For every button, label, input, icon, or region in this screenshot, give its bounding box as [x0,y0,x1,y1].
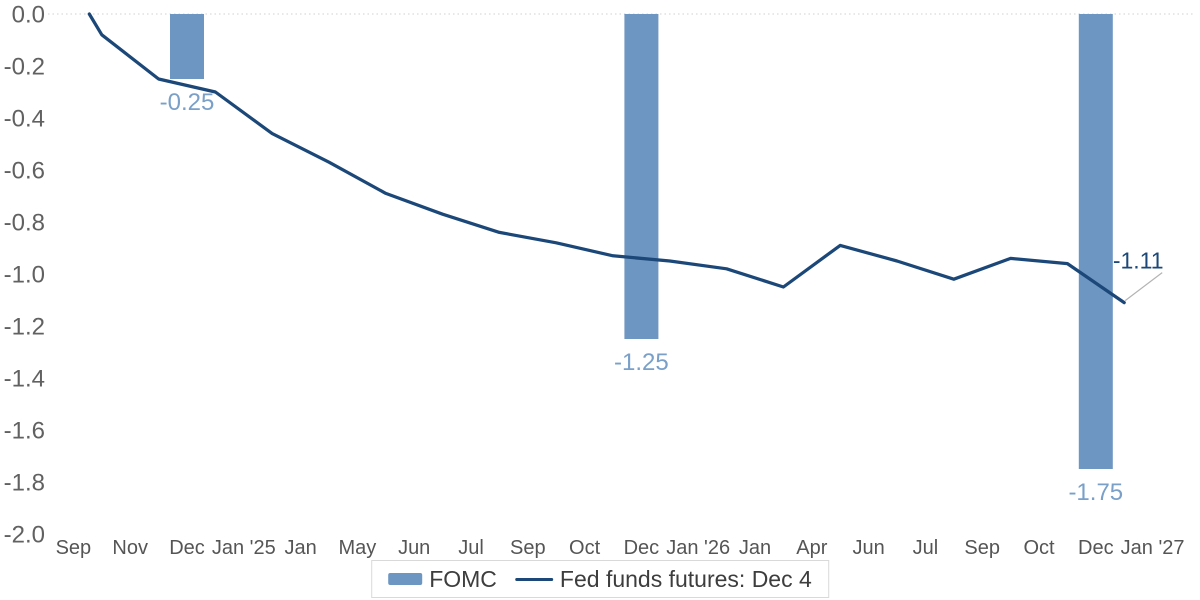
x-axis-tick-label: Jun [398,537,430,559]
x-axis-tick-label: Jun [852,537,884,559]
fomc-bar [170,14,204,79]
fomc-bar-swatch-icon [388,573,423,585]
y-axis-tick-label: -1.6 [4,418,45,445]
legend-item-futures[interactable]: Fed funds futures: Dec 4 [514,565,812,592]
x-axis-tick-label: Jan '25 [212,537,276,559]
y-axis-tick-label: -0.8 [4,210,45,237]
end-value-label: -1.11 [1113,248,1164,274]
x-axis-tick-label: Jan [739,537,771,559]
x-axis-tick-label: Sep [56,537,92,559]
x-axis-tick-label: Sep [964,537,1000,559]
x-axis-tick-label: Nov [112,537,148,559]
futures-line [87,12,1126,305]
x-axis-tick-label: Apr [796,537,827,559]
x-axis-tick-label: Dec [624,537,660,559]
y-axis-tick-label: 0.0 [12,2,45,29]
end-value-leader-line [1124,272,1163,302]
x-axis-tick-label: Oct [569,537,601,559]
y-axis-tick-label: -1.4 [4,366,45,393]
y-axis-tick-label: -0.6 [4,158,45,185]
x-axis-tick-label: Jul [913,537,939,559]
x-axis-tick-label: Jul [458,537,484,559]
fomc-bar [624,14,659,339]
x-axis-tick-label: Sep [510,537,546,559]
x-axis-tick-label: Oct [1023,537,1055,559]
futures-line-swatch-icon [514,577,553,581]
x-axis-tick-label: Jan '27 [1121,537,1185,559]
fomc-bar-data-label: -1.25 [614,349,669,376]
x-axis-tick-label: Dec [169,537,205,559]
y-axis-tick-label: -1.0 [4,262,45,289]
legend-label-fomc: FOMC [429,565,497,592]
x-axis-tick-label: Jan [284,537,316,559]
legend-label-futures: Fed funds futures: Dec 4 [559,565,812,592]
fomc-bar-data-label: -0.25 [160,89,215,116]
fomc-bar [1078,14,1113,469]
x-axis-tick-label: Jan '26 [666,537,730,559]
y-axis-tick-label: -0.2 [4,54,45,81]
y-axis-tick-label: -1.2 [4,314,45,341]
y-axis-tick-label: -2.0 [4,522,45,549]
fomc-bar-data-label: -1.75 [1068,479,1123,506]
legend-item-fomc[interactable]: FOMC [388,565,497,592]
y-axis-tick-label: -1.8 [4,470,45,497]
y-axis-tick-label: -0.4 [4,106,45,133]
chart-legend: FOMC Fed funds futures: Dec 4 [371,560,829,598]
x-axis-tick-label: Dec [1078,537,1114,559]
x-axis-tick-label: May [339,537,377,559]
